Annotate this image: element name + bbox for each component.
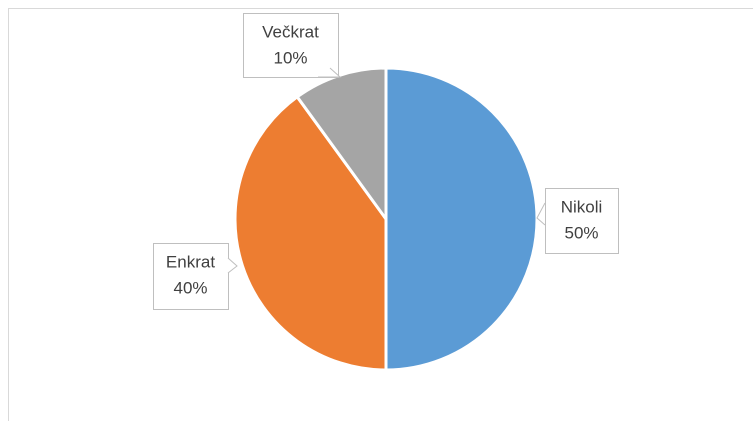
category-label: Enkrat	[166, 252, 215, 271]
value-label: 50%	[564, 223, 598, 242]
callout-pointer	[318, 67, 342, 78]
value-label: 40%	[173, 278, 207, 297]
callout-pointer	[227, 257, 238, 274]
value-label: 10%	[273, 48, 307, 67]
callout-pointer	[536, 202, 546, 226]
category-label: Večkrat	[262, 22, 319, 41]
callout-box	[545, 188, 619, 254]
callout-box	[243, 13, 339, 78]
pie-slice	[384, 66, 539, 372]
pie-slice	[233, 94, 388, 372]
callout-box	[153, 243, 229, 310]
pie-slice	[295, 66, 388, 224]
category-label: Nikoli	[561, 197, 603, 216]
